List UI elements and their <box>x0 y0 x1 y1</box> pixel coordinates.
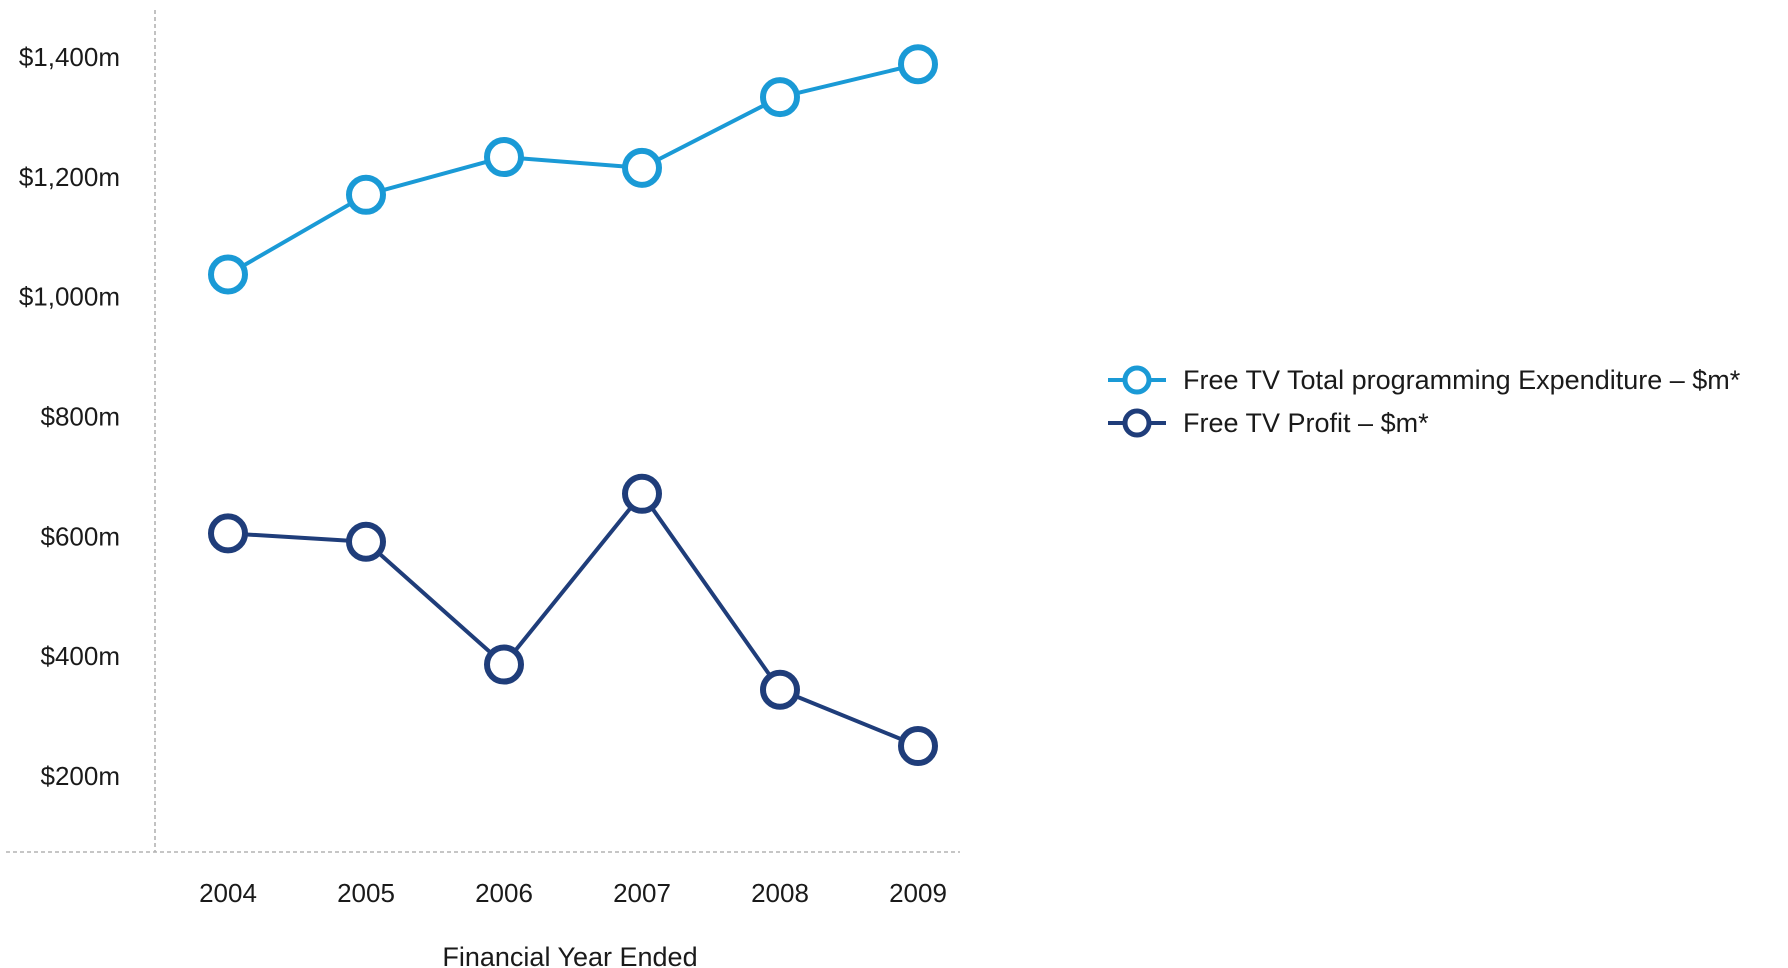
legend-label: Free TV Profit – $m* <box>1183 408 1429 438</box>
series-2 <box>208 473 938 767</box>
series-1 <box>208 44 938 295</box>
data-point-marker <box>484 644 524 685</box>
x-tick-label: 2005 <box>337 878 395 908</box>
x-tick-label: 2004 <box>199 878 257 908</box>
legend-label: Free TV Total programming Expenditure – … <box>1183 365 1741 395</box>
data-point-marker <box>898 726 938 767</box>
x-axis-title: Financial Year Ended <box>442 942 697 968</box>
y-tick-label: $400m <box>41 641 121 671</box>
legend: Free TV Total programming Expenditure – … <box>1108 365 1741 438</box>
data-point-marker <box>208 513 248 554</box>
y-tick-label: $1,000m <box>19 282 120 312</box>
axes <box>6 10 960 853</box>
x-axis-ticks: 2004 2005 2006 2007 2008 2009 <box>199 878 947 908</box>
x-tick-label: 2007 <box>613 878 671 908</box>
y-axis-ticks: $200m $400m $600m $800m $1,000m $1,200m $1,400… <box>19 42 120 791</box>
data-point-marker <box>346 521 386 562</box>
series-line <box>227 491 919 748</box>
y-tick-label: $1,200m <box>19 162 120 192</box>
y-tick-label: $600m <box>41 521 121 551</box>
legend-item: Free TV Total programming Expenditure – … <box>1108 365 1741 395</box>
series-lines <box>208 44 938 767</box>
legend-swatch-marker <box>1122 365 1152 395</box>
data-point-marker <box>760 669 800 710</box>
x-tick-label: 2009 <box>889 878 947 908</box>
y-tick-label: $200m <box>41 761 121 791</box>
data-point-marker <box>208 254 248 295</box>
data-point-marker <box>760 77 800 118</box>
y-tick-label: $1,400m <box>19 42 120 72</box>
legend-swatch-marker <box>1122 408 1152 438</box>
y-tick-label: $800m <box>41 402 121 432</box>
series-line <box>226 62 919 277</box>
data-point-marker <box>622 473 662 514</box>
data-point-marker <box>622 147 662 188</box>
x-tick-label: 2006 <box>475 878 533 908</box>
data-point-marker <box>898 44 938 85</box>
legend-item: Free TV Profit – $m* <box>1108 408 1429 438</box>
data-point-marker <box>484 137 524 178</box>
x-tick-label: 2008 <box>751 878 809 908</box>
data-point-marker <box>346 174 386 215</box>
